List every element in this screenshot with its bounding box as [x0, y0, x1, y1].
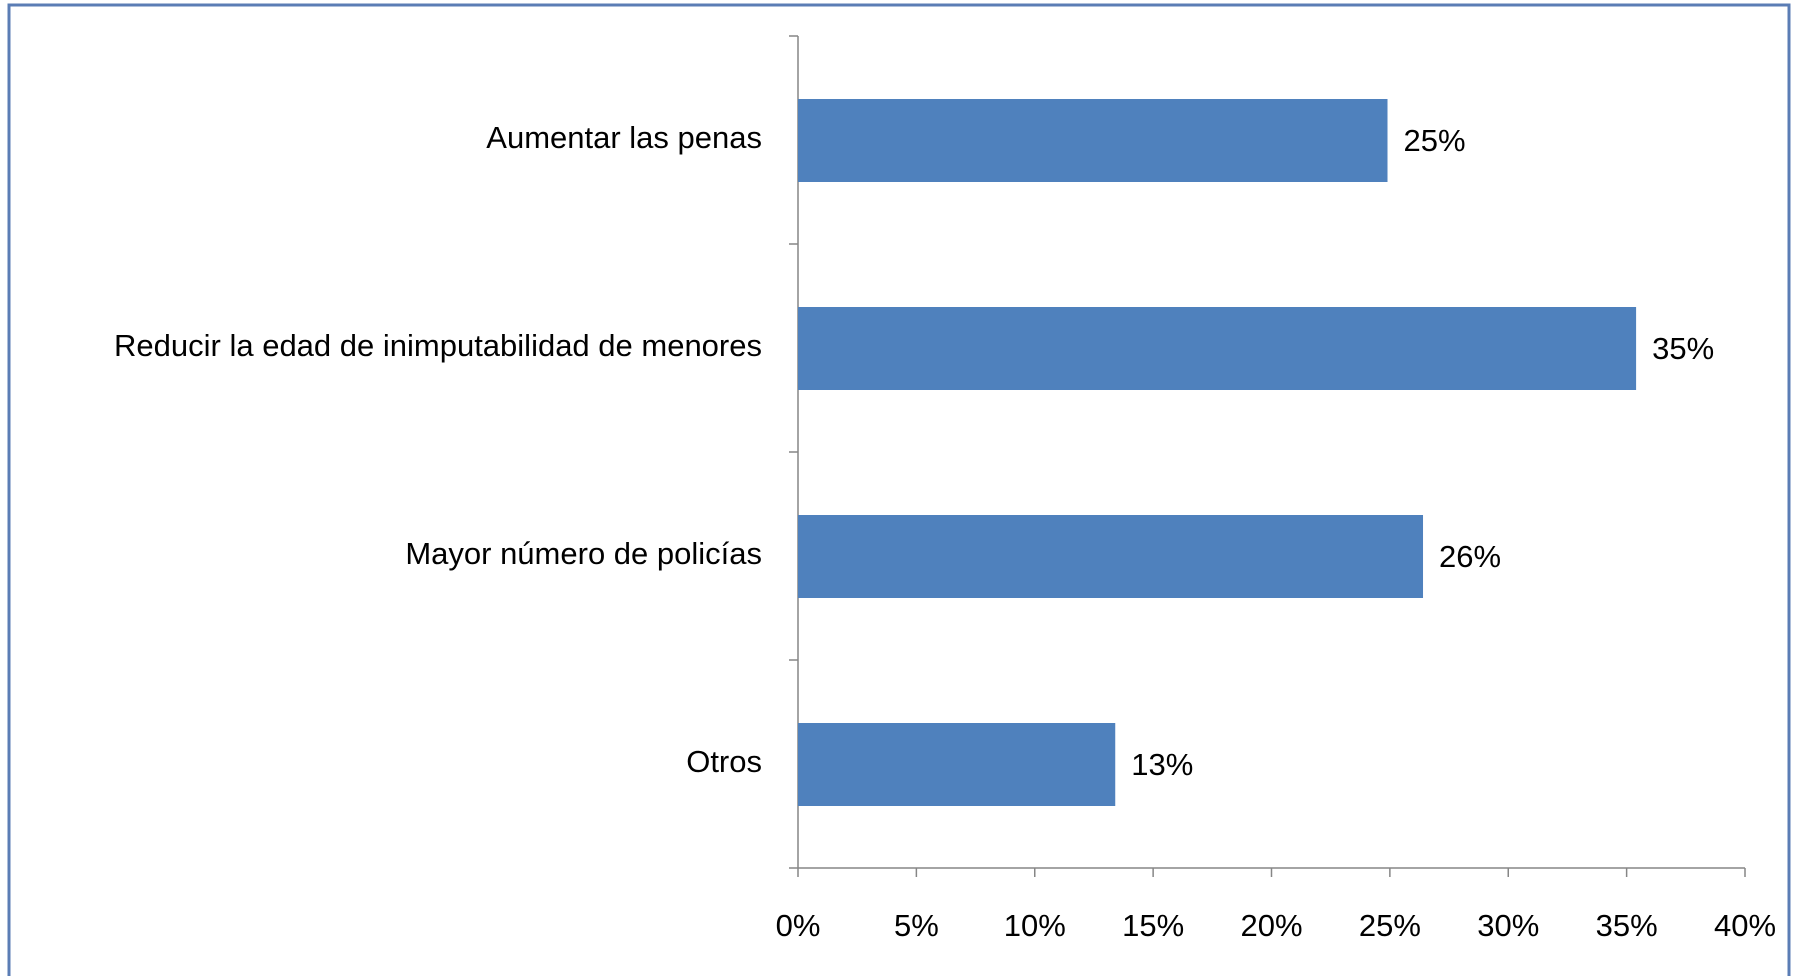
x-tick-label: 5% — [894, 908, 939, 943]
frame — [7, 3, 1791, 976]
data-label: 35% — [1652, 331, 1714, 366]
data-label: 26% — [1439, 539, 1501, 574]
x-tick-label: 25% — [1359, 908, 1421, 943]
x-tick-label: 20% — [1240, 908, 1302, 943]
x-tick-label: 0% — [776, 908, 821, 943]
bar — [798, 307, 1637, 390]
bar — [798, 515, 1424, 598]
y-tick-label: Reducir la edad de inimputabilidad de me… — [114, 328, 762, 363]
data-label: 25% — [1404, 123, 1466, 158]
y-tick-label: Mayor número de policías — [405, 536, 762, 571]
data-label: 13% — [1131, 747, 1193, 782]
bar — [798, 723, 1116, 806]
x-tick-label: 30% — [1477, 908, 1539, 943]
bar — [798, 99, 1388, 182]
x-tick-label: 40% — [1714, 908, 1776, 943]
y-tick-label: Otros — [686, 744, 762, 779]
x-tick-label: 10% — [1004, 908, 1066, 943]
y-tick-label: Aumentar las penas — [486, 120, 762, 155]
x-tick-label: 35% — [1596, 908, 1658, 943]
x-tick-label: 15% — [1122, 908, 1184, 943]
